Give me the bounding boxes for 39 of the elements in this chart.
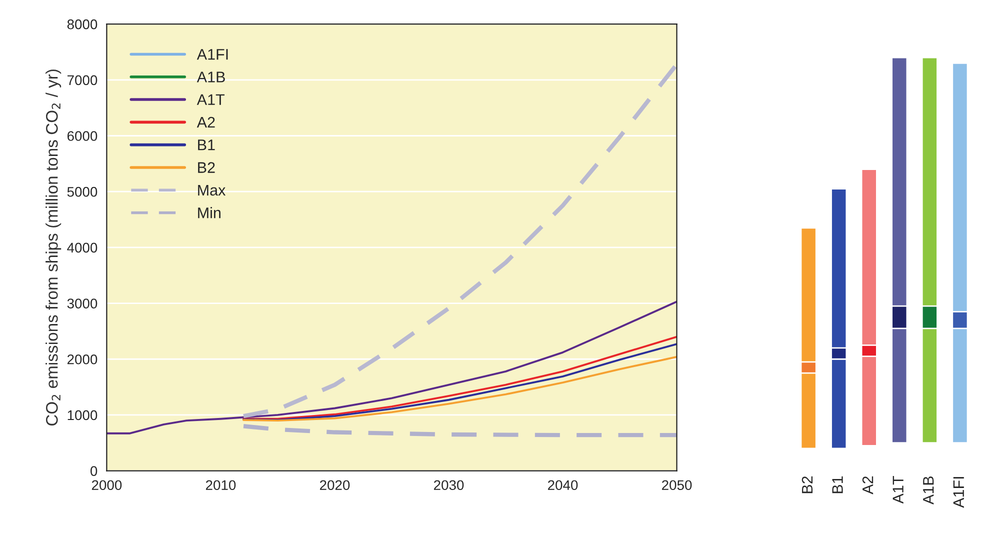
- legend-label: A2: [196, 116, 215, 128]
- x-tick-label: A1B: [923, 476, 934, 505]
- x-tick-label: A1FI: [953, 477, 964, 508]
- x-tick-label: 2050: [662, 480, 692, 490]
- y-axis-title: CO$_{2}$ emissions from ships (million tons CO$_{2}$ / yr): [46, 70, 62, 426]
- y-tick-label: 7000: [67, 75, 98, 86]
- y-tick-label: 3000: [67, 298, 98, 308]
- x-tick-label: A1T: [892, 476, 904, 504]
- y-tick-label: 8000: [67, 19, 98, 30]
- line-series: [106, 300, 677, 434]
- x-tick-label: 2040: [548, 480, 578, 490]
- x-tick-label: B2: [802, 476, 813, 494]
- bar: [952, 62, 968, 444]
- y-tick-label: 6000: [67, 131, 98, 141]
- y-tick-label: 2000: [67, 354, 98, 364]
- legend-label: Max: [198, 184, 226, 196]
- legend-label: A1B: [196, 72, 225, 82]
- bar: [860, 168, 878, 446]
- y-tick-label: 1000: [68, 410, 98, 420]
- bar: [830, 188, 848, 450]
- bar: [921, 56, 938, 444]
- x-tick-label: 2010: [206, 480, 236, 490]
- x-tick-label: 2000: [92, 480, 122, 490]
- bar: [891, 56, 908, 444]
- legend-label: Min: [198, 207, 220, 218]
- bar: [800, 227, 817, 450]
- line-series: [242, 356, 677, 422]
- y-tick-label: 0: [90, 466, 98, 476]
- legend-label: B2: [198, 162, 215, 173]
- x-tick-label: B1: [832, 476, 843, 494]
- x-tick-label: A2: [862, 476, 874, 494]
- legend-label: A1FI: [196, 49, 228, 60]
- legend-label: A1T: [196, 94, 225, 105]
- y-tick-label: 4000: [67, 242, 98, 253]
- x-tick-label: 2020: [320, 480, 350, 490]
- y-tick-label: 5000: [67, 186, 98, 197]
- x-tick-label: 2030: [434, 480, 464, 490]
- legend-label: B1: [198, 140, 215, 150]
- line-series: [241, 424, 677, 438]
